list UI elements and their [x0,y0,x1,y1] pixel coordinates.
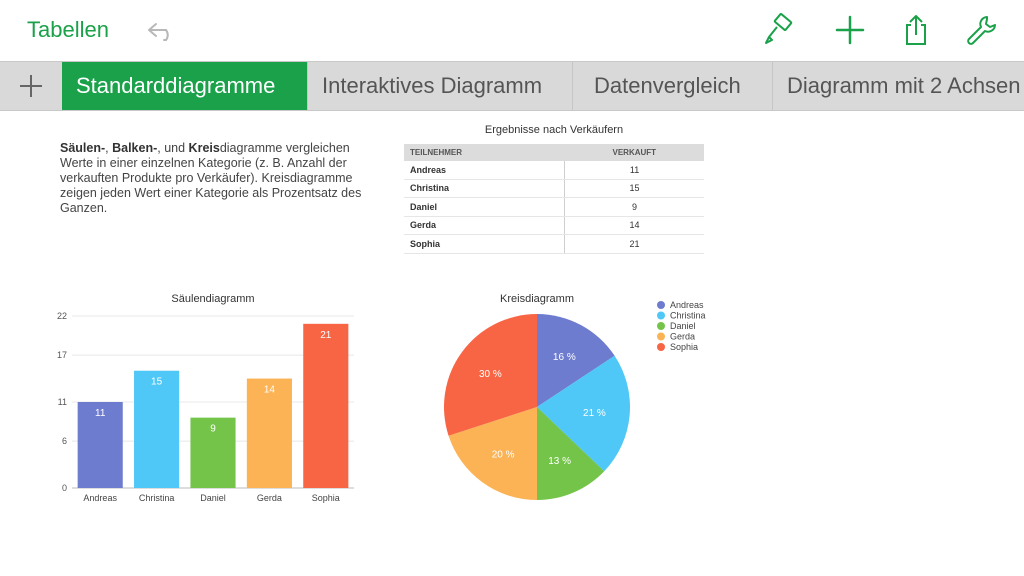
cell-name[interactable]: Sophia [404,234,566,254]
legend-swatch [657,322,665,330]
pie-data-label: 21 % [583,408,606,419]
bar[interactable] [77,402,123,488]
pie-data-label: 16 % [553,352,576,363]
sheet-tab-bar: Standarddiagramme Interaktives Diagramm … [0,61,1024,111]
add-sheet-icon[interactable] [0,62,62,110]
x-tick-label: Andreas [83,493,117,503]
header-verkauft[interactable]: VERKAUFT [564,144,704,161]
cell-name[interactable]: Andreas [404,161,566,180]
cell-value[interactable]: 14 [564,216,704,235]
bar-chart[interactable]: Säulendiagramm 0 6 11 17 22 11 Andreas 15 Christi… [40,288,370,510]
bar[interactable] [303,323,349,488]
cell-name[interactable]: Daniel [404,197,566,217]
legend-swatch [657,311,665,320]
desc-sep-1: , [105,141,113,155]
table-row: Daniel 9 [404,197,704,217]
pie-chart[interactable]: Kreisdiagramm 16 % 21 % 13 % 20 % 30 % Andreas… [430,288,730,510]
pie-slice[interactable] [444,314,537,436]
legend-swatch [657,332,665,341]
legend-swatch [657,343,665,351]
desc-bold-kreis: Kreis [188,141,220,155]
bar-data-label: 21 [320,330,332,341]
y-tick-label: 0 [62,483,67,493]
table-row: Andreas 11 [404,161,704,180]
x-tick-label: Gerda [257,493,282,503]
tab-standarddiagramme[interactable]: Standarddiagramme [62,62,307,110]
pie-slice[interactable] [537,355,630,472]
table-row: Gerda 14 [404,216,704,235]
legend-label: Daniel [670,321,696,331]
pie-slice[interactable] [448,407,537,500]
tab-datenvergleich[interactable]: Datenvergleich [572,62,772,110]
cell-value[interactable]: 9 [564,197,704,217]
paintbrush-icon[interactable] [762,13,796,47]
undo-icon[interactable] [144,18,180,44]
pie-chart-title: Kreisdiagramm [500,293,574,305]
legend-label: Gerda [670,332,695,342]
pie-data-label: 13 % [548,456,571,467]
y-tick-label: 11 [58,397,67,407]
table-row: Christina 15 [404,179,704,198]
cell-name[interactable]: Christina [404,179,566,198]
desc-bold-balken: Balken- [112,141,158,155]
legend-label: Andreas [670,300,704,310]
wrench-icon[interactable] [965,13,999,47]
pie-slice[interactable] [537,314,615,407]
plus-icon[interactable] [833,13,867,47]
table-row: Sophia 21 [404,234,704,254]
bar[interactable] [190,417,236,488]
sales-table[interactable]: TEILNEHMER VERKAUFT Andreas 11 Christina 1… [404,144,704,254]
header-teilnehmer[interactable]: TEILNEHMER [404,144,565,161]
tab-interaktives-diagramm[interactable]: Interaktives Diagramm [307,62,572,110]
bar-data-label: 15 [151,377,163,388]
bar-data-label: 11 [95,408,106,419]
bar[interactable] [134,370,180,488]
y-tick-label: 22 [57,311,67,321]
desc-sep-2: , und [157,141,189,155]
desc-body: diagramme vergleichen Werte in einer ein… [60,141,362,215]
tab-diagramm-mit-2-achsen[interactable]: Diagramm mit 2 Achsen [772,62,1024,110]
share-icon[interactable] [899,13,933,47]
y-tick-label: 17 [57,350,67,360]
bar-data-label: 14 [264,385,276,396]
legend-swatch [657,301,665,309]
y-tick-label: 6 [62,436,67,446]
legend-label: Christina [670,311,706,321]
x-tick-label: Christina [139,493,175,503]
table-header-row: TEILNEHMER VERKAUFT [404,144,704,161]
desc-bold-saeulen: Säulen- [60,141,106,155]
pie-data-label: 30 % [479,369,502,380]
top-toolbar: Tabellen [0,0,1024,61]
legend-label: Sophia [670,342,698,352]
cell-value[interactable]: 15 [564,179,704,198]
cell-value[interactable]: 21 [564,234,704,254]
bar-data-label: 9 [210,424,216,435]
cell-value[interactable]: 11 [564,161,704,180]
pie-slice[interactable] [537,407,605,500]
x-tick-label: Sophia [312,493,340,503]
table-title: Ergebnisse nach Verkäufern [484,124,624,136]
x-tick-label: Daniel [200,493,226,503]
bar-chart-title: Säulendiagramm [171,293,254,305]
bar[interactable] [246,378,292,488]
cell-name[interactable]: Gerda [404,216,566,235]
pie-data-label: 20 % [492,450,515,461]
tables-back-button[interactable]: Tabellen [27,17,109,42]
description-text: Säulen-, Balken-, und Kreisdiagramme ver… [60,141,380,216]
